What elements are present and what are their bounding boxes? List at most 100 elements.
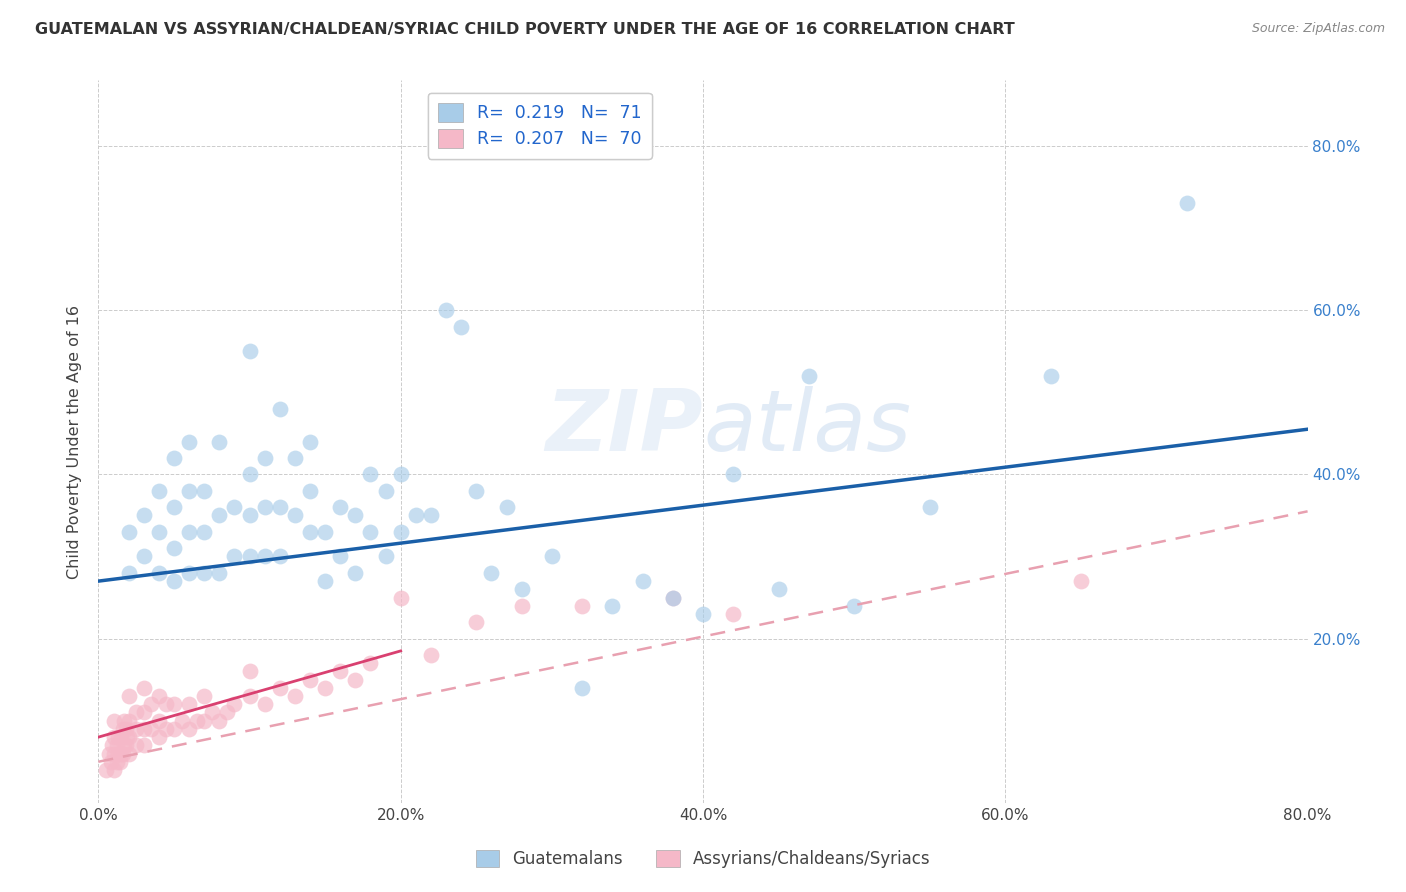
Point [132,549,155,564]
Legend: R=  0.219   N=  71, R=  0.207   N=  70: R= 0.219 N= 71, R= 0.207 N= 70 [427,93,651,159]
Point [179,566,201,580]
Text: Source: ZipAtlas.com: Source: ZipAtlas.com [1251,22,1385,36]
Point [186,714,208,728]
Point [118,714,141,728]
Point [170,714,193,728]
Point [155,722,177,736]
Point [103,730,125,744]
Point [284,689,307,703]
Point [201,706,224,720]
Point [269,681,291,695]
Point [420,648,443,662]
Point [118,689,141,703]
Point [239,689,262,703]
Point [540,549,562,564]
Point [374,549,396,564]
Point [389,467,412,482]
Point [299,434,322,449]
Point [239,665,262,679]
Point [107,747,129,761]
Point [253,698,276,712]
Point [571,599,593,613]
Point [768,582,790,597]
Point [103,763,125,777]
Point [344,566,367,580]
Point [374,483,396,498]
Point [148,730,170,744]
Point [105,739,128,753]
Point [103,747,125,761]
Point [269,401,291,416]
Point [510,599,533,613]
Point [208,714,231,728]
Point [94,763,117,777]
Point [661,591,683,605]
Point [115,730,138,744]
Point [723,607,745,621]
Y-axis label: Child Poverty Under the Age of 16: Child Poverty Under the Age of 16 [67,304,83,579]
Point [224,698,246,712]
Point [918,500,941,515]
Point [163,450,186,465]
Point [344,508,367,523]
Point [284,450,307,465]
Point [163,698,186,712]
Point [118,566,141,580]
Point [148,689,170,703]
Legend: Guatemalans, Assyrians/Chaldeans/Syriacs: Guatemalans, Assyrians/Chaldeans/Syriacs [468,843,938,875]
Point [1175,196,1198,211]
Point [844,599,866,613]
Point [329,549,352,564]
Point [125,722,148,736]
Point [208,508,231,523]
Point [420,508,443,523]
Point [179,434,201,449]
Point [105,755,128,769]
Point [723,467,745,482]
Point [114,739,136,753]
Point [148,483,170,498]
Point [692,607,714,621]
Point [179,722,201,736]
Point [208,434,231,449]
Point [239,549,262,564]
Text: atlas: atlas [703,385,911,468]
Point [110,730,132,744]
Point [329,500,352,515]
Point [465,615,488,630]
Point [132,739,155,753]
Point [132,706,155,720]
Point [360,657,382,671]
Point [314,574,336,588]
Point [329,665,352,679]
Point [163,541,186,556]
Point [100,755,122,769]
Point [602,599,624,613]
Point [299,673,322,687]
Point [163,500,186,515]
Point [299,524,322,539]
Point [299,483,322,498]
Point [111,722,134,736]
Point [661,591,683,605]
Point [193,566,215,580]
Point [148,714,170,728]
Text: GUATEMALAN VS ASSYRIAN/CHALDEAN/SYRIAC CHILD POVERTY UNDER THE AGE OF 16 CORRELA: GUATEMALAN VS ASSYRIAN/CHALDEAN/SYRIAC C… [35,22,1015,37]
Point [1039,368,1062,383]
Point [163,574,186,588]
Point [360,467,382,482]
Point [141,698,163,712]
Point [239,508,262,523]
Point [269,500,291,515]
Point [314,681,336,695]
Point [98,747,121,761]
Point [132,681,155,695]
Point [141,722,163,736]
Point [631,574,654,588]
Point [571,681,593,695]
Point [434,303,457,318]
Point [269,549,291,564]
Point [111,747,134,761]
Point [193,524,215,539]
Point [107,730,129,744]
